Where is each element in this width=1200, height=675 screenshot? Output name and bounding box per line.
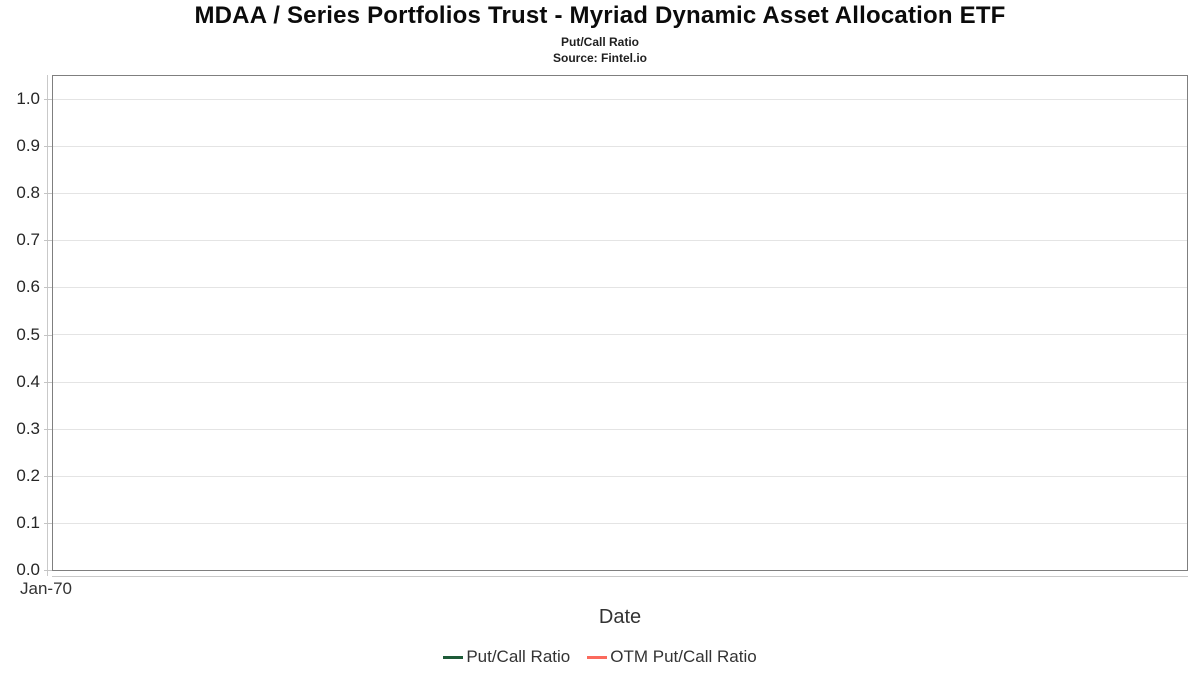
y-tick-mark [44,146,52,147]
gridline-0.1 [53,523,1187,524]
gridline-0.5 [53,334,1187,335]
gridline-1.0 [53,99,1187,100]
legend: Put/Call Ratio OTM Put/Call Ratio [0,647,1200,667]
y-tick-label: 0.1 [16,513,40,532]
chart-source: Source: Fintel.io [552,51,647,65]
gridline-0.7 [53,240,1187,241]
x-axis-title: Date [598,606,642,628]
legend-item-put-call-ratio: Put/Call Ratio [443,647,570,667]
y-tick-mark [44,193,52,194]
y-tick-mark [44,240,52,241]
y-tick-label: 0.5 [16,325,40,344]
y-tick-label: 0.9 [16,136,40,155]
gridline-0.8 [53,193,1187,194]
y-tick-label: 0.4 [16,372,40,391]
y-axis-line [47,75,48,576]
y-tick-label: 0.8 [16,183,40,202]
y-tick-label: 0.7 [16,230,40,249]
legend-item-otm-put-call-ratio: OTM Put/Call Ratio [587,647,757,667]
y-tick-mark [44,429,52,430]
legend-label: Put/Call Ratio [466,647,571,666]
y-tick-mark [44,287,52,288]
y-tick-mark [44,335,52,336]
y-tick-label: 0.2 [16,466,40,485]
y-tick-label: 0.0 [16,560,40,579]
y-tick-mark [44,570,52,571]
legend-label: OTM Put/Call Ratio [610,647,757,666]
gridline-0.4 [53,382,1187,383]
y-tick-label: 0.3 [16,419,40,438]
gridline-0.6 [53,287,1187,288]
chart-subtitle: Put/Call Ratio [560,35,639,49]
y-tick-mark [44,476,52,477]
x-tick-label: Jan-70 [20,579,72,598]
legend-line-swatch-red [587,655,608,659]
gridline-0.3 [53,429,1187,430]
plot-area [52,75,1188,571]
x-axis-line [52,576,1188,577]
y-tick-mark [44,523,52,524]
y-tick-mark [44,99,52,100]
legend-line-swatch-green [443,655,464,659]
chart-title: MDAA / Series Portfolios Trust - Myriad … [194,2,1006,29]
gridline-0.2 [53,476,1187,477]
gridline-0.9 [53,146,1187,147]
y-tick-mark [44,382,52,383]
y-tick-label: 1.0 [16,89,40,108]
y-tick-label: 0.6 [16,277,40,296]
